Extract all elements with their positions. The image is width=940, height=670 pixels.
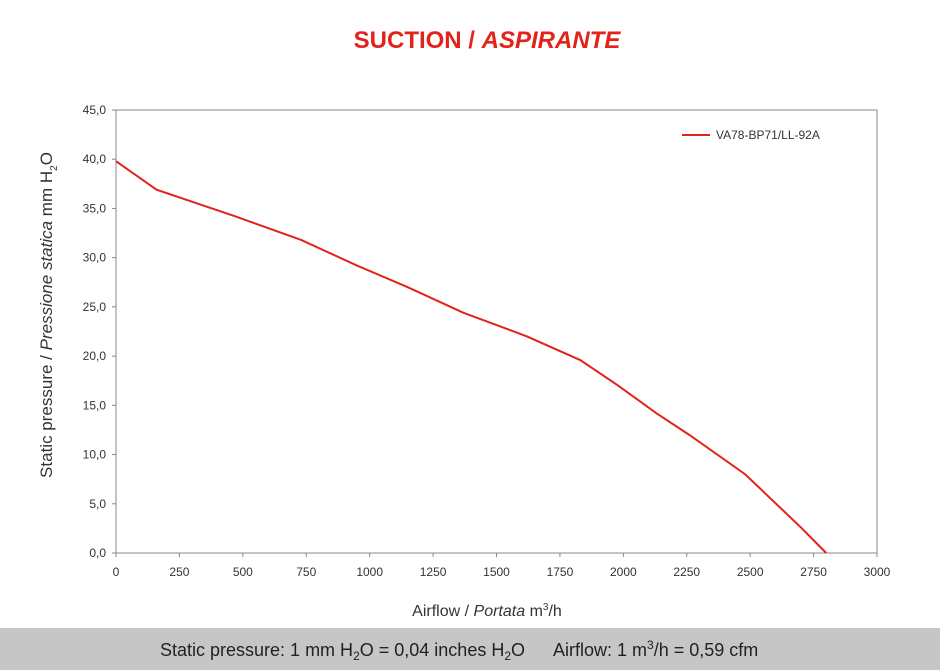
footer-part: O — [511, 640, 525, 660]
x-tick-label: 2250 — [673, 565, 700, 579]
y-tick-label: 10,0 — [83, 448, 107, 462]
footer-part: O = 0,04 inches H — [360, 640, 505, 660]
label-part: Airflow / — [412, 603, 469, 620]
label-part: O — [37, 152, 56, 165]
footer-airflow: Airflow: 1 m3/h = 0,59 cfm — [553, 638, 758, 660]
series-line — [115, 160, 827, 554]
x-tick-label: 1750 — [547, 565, 574, 579]
plot-area — [115, 109, 878, 554]
y-tick-label: 15,0 — [83, 398, 107, 412]
label-part: Pressione statica — [37, 221, 56, 350]
x-tick-label: 3000 — [864, 565, 891, 579]
x-tick-label: 2750 — [800, 565, 827, 579]
label-part: m — [530, 603, 543, 620]
x-tick-label: 2500 — [737, 565, 764, 579]
x-tick-label: 2000 — [610, 565, 637, 579]
x-axis-label: Airflow / Portata m3/h — [412, 602, 562, 620]
y-tick-label: 0,0 — [89, 546, 106, 560]
title-italic: ASPIRANTE — [481, 27, 622, 54]
y-tick-label: 45,0 — [83, 103, 107, 117]
x-tick-label: 1500 — [483, 565, 510, 579]
x-tick-label: 250 — [169, 565, 189, 579]
footer-part: /h = 0,59 cfm — [654, 640, 759, 660]
x-tick-label: 0 — [113, 565, 120, 579]
label-part: Static pressure / — [37, 355, 56, 478]
label-part: 3 — [543, 602, 549, 613]
label-part: /h — [548, 603, 561, 620]
footer-part: 2 — [353, 649, 360, 663]
x-tick-label: 1250 — [420, 565, 447, 579]
x-tick-label: 500 — [233, 565, 253, 579]
y-tick-label: 35,0 — [83, 201, 107, 215]
footer-part: 3 — [647, 638, 654, 652]
footer-pressure: Static pressure: 1 mm H2O = 0,04 inches … — [160, 640, 525, 663]
y-axis-label: Static pressure / Pressione statica mm H… — [37, 152, 60, 478]
y-tick-label: 30,0 — [83, 251, 107, 265]
label-part: mm H — [37, 171, 56, 216]
label-part: 2 — [49, 165, 60, 171]
y-tick-label: 5,0 — [89, 497, 106, 511]
y-tick-label: 20,0 — [83, 349, 107, 363]
x-tick-label: 750 — [296, 565, 316, 579]
x-tick-label: 1000 — [356, 565, 383, 579]
footer-part: Airflow: 1 m — [553, 640, 647, 660]
y-tick-label: 40,0 — [83, 152, 107, 166]
legend-label: VA78-BP71/LL-92A — [716, 128, 820, 142]
chart-title: SUCTION / ASPIRANTE — [354, 27, 622, 54]
label-part: Portata — [474, 603, 526, 620]
title-part: SUCTION / — [354, 27, 476, 54]
footer-part: 2 — [504, 649, 511, 663]
y-tick-label: 25,0 — [83, 300, 107, 314]
footer-band — [0, 628, 940, 670]
footer-part: Static pressure: 1 mm H — [160, 640, 353, 660]
